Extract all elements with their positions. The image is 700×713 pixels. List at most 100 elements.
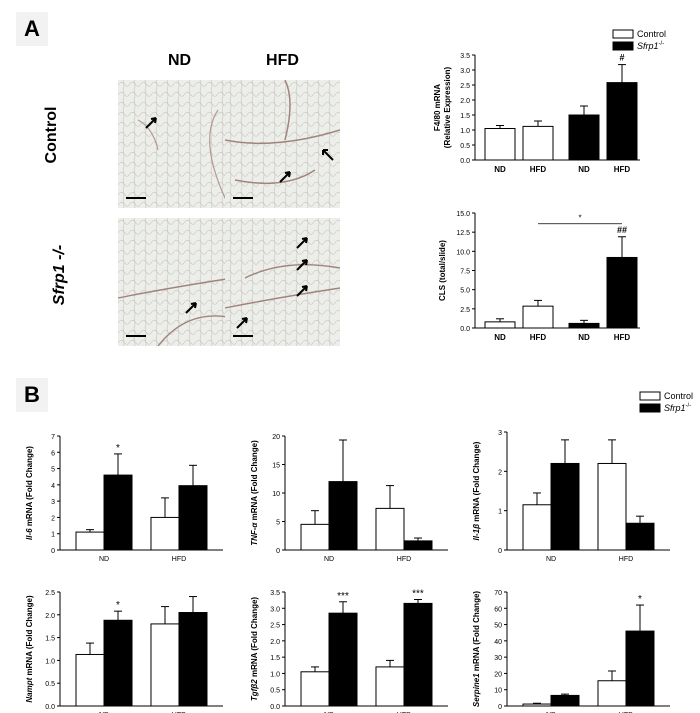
il6-ytick-label: 3 (51, 499, 55, 506)
il1b-bar (625, 522, 655, 551)
legend-label-sfrp1: Sfrp1-/- (637, 41, 664, 51)
serpine1-ytick-label: 20 (494, 671, 502, 678)
cls-ytick-label: 0.0 (460, 326, 470, 333)
micrograph-control-hfd-texture (225, 80, 340, 208)
cls-ytick-label: 7.5 (460, 269, 470, 276)
chart-il1b: 0 1 2 3 ND HFD Il-1β mRNA (Fold Change) (472, 430, 670, 563)
cls-bar (606, 256, 638, 329)
tnfa-ytick-label: 20 (272, 434, 280, 441)
tgfb2-annotation: *** (337, 591, 349, 602)
tnfa-bar (300, 523, 330, 551)
il6-ytick-label: 1 (51, 532, 55, 539)
il6-ytick-label: 2 (51, 515, 55, 522)
micrograph-sfrp1-hfd (225, 218, 340, 346)
f480-bar (606, 82, 638, 161)
nampt-ytick-label: 2.5 (45, 590, 55, 597)
f480-category-label: ND (494, 165, 506, 174)
tnfa-bar (375, 507, 405, 551)
cls-category-label: HFD (614, 333, 631, 342)
tgfb2-ytick-label: 3.5 (270, 590, 280, 597)
chart-cls: 0.0 2.5 5.0 7.5 10.0 12.5 15.0 ND HFD ND HFD ## * CLS… (438, 211, 640, 342)
tgfb2-ytick-label: 0.0 (270, 704, 280, 711)
nampt-bar (75, 653, 105, 707)
nampt-ytick-label: 2.0 (45, 613, 55, 620)
il1b-bar (550, 462, 580, 551)
il1b-ytick-label: 2 (498, 469, 502, 476)
serpine1-ytick-label: 10 (494, 688, 502, 695)
f480-category-label: ND (578, 165, 590, 174)
tnfa-ytick-label: 0 (276, 548, 280, 555)
f480-ytick-label: 0.5 (460, 143, 470, 150)
tgfb2-ytick-label: 0.5 (270, 688, 280, 695)
chart-serpine1: 010203040506070NDHFD*Serpine1 mRNA (Fold… (472, 590, 670, 713)
il1b-bar (597, 462, 627, 551)
f480-ylabel: (Relative Expression) (443, 66, 452, 148)
il6-category-label: HFD (172, 556, 186, 563)
il6-ytick-label: 4 (51, 483, 55, 490)
chart-tgfb2: 0.00.51.01.52.02.53.03.5NDHFD******Tgfβ2… (250, 588, 448, 713)
f480-category-label: HFD (614, 165, 631, 174)
legend-swatch-control (612, 29, 634, 39)
cls-ytick-label: 5.0 (460, 288, 470, 295)
tnfa-bar (328, 481, 358, 551)
il1b-ylabel: Il-1β mRNA (Fold Change) (472, 441, 481, 540)
f480-bar (484, 128, 516, 161)
f480-ytick-label: 2.0 (460, 98, 470, 105)
serpine1-annotation: * (638, 594, 642, 605)
serpine1-ytick-label: 0 (498, 704, 502, 711)
il6-ytick-label: 7 (51, 434, 55, 441)
f480-category-label: HFD (530, 165, 547, 174)
cls-category-label: ND (578, 333, 590, 342)
f480-bar (568, 114, 600, 161)
serpine1-ylabel: Serpine1 mRNA (Fold Change) (472, 591, 481, 707)
legend-swatch-control (639, 391, 661, 401)
serpine1-bar (625, 630, 655, 707)
nampt-ytick-label: 1.0 (45, 658, 55, 665)
tgfb2-ytick-label: 1.0 (270, 671, 280, 678)
micrograph-control-hfd (225, 80, 340, 208)
chart-il6: 0 1 2 3 4 5 6 7 ND HFD * Il-6 mRNA (Fold Change) (25, 434, 223, 563)
il6-bar (103, 474, 133, 551)
tnfa-ylabel: TNF-α mRNA (Fold Change) (250, 440, 259, 546)
nampt-annotation: * (116, 600, 120, 611)
serpine1-ytick-label: 50 (494, 623, 502, 630)
serpine1-bar (550, 694, 580, 707)
tnfa-category-label: HFD (397, 556, 411, 563)
chart-f480: 0.0 0.5 1.0 1.5 2.0 2.5 3.0 3.5 ND HFD ND HFD # F4/80… (433, 53, 640, 174)
f480-annotation: # (619, 53, 624, 63)
tnfa-category-label: ND (324, 556, 334, 563)
nampt-ytick-label: 0.5 (45, 681, 55, 688)
tgfb2-bar (375, 666, 405, 707)
tgfb2-ytick-label: 2.0 (270, 639, 280, 646)
f480-ytick-label: 1.0 (460, 128, 470, 135)
legend-label-sfrp1: Sfrp1-/- (664, 403, 691, 413)
serpine1-ytick-label: 60 (494, 606, 502, 613)
f480-ylabel: F4/80 mRNA (433, 84, 442, 131)
nampt-ytick-label: 1.5 (45, 636, 55, 643)
nampt-ylabel: Nampt mRNA (Fold Change) (25, 595, 34, 703)
cls-category-label: ND (494, 333, 506, 342)
il1b-category-label: HFD (619, 556, 633, 563)
f480-ytick-label: 1.5 (460, 113, 470, 120)
tnfa-ytick-label: 5 (276, 520, 280, 527)
legend-label-control: Control (664, 391, 693, 401)
il6-bar (75, 531, 105, 551)
il6-bar (178, 485, 208, 551)
serpine1-ytick-label: 70 (494, 590, 502, 597)
cls-ytick-label: 15.0 (456, 211, 470, 218)
f480-ytick-label: 3.5 (460, 53, 470, 60)
il1b-ytick-label: 1 (498, 509, 502, 516)
cls-annotation: ## (617, 225, 627, 235)
il1b-category-label: ND (546, 556, 556, 563)
tnfa-ytick-label: 15 (272, 463, 280, 470)
il1b-ytick-label: 0 (498, 548, 502, 555)
serpine1-ytick-label: 30 (494, 655, 502, 662)
cls-bar (568, 322, 600, 329)
il6-ylabel: Il-6 mRNA (Fold Change) (25, 446, 34, 540)
cls-category-label: HFD (530, 333, 547, 342)
tgfb2-annotation: *** (412, 588, 424, 599)
micrograph-control-nd-texture (118, 80, 233, 208)
il1b-bar (522, 504, 552, 551)
col-header-nd: ND (167, 52, 192, 69)
